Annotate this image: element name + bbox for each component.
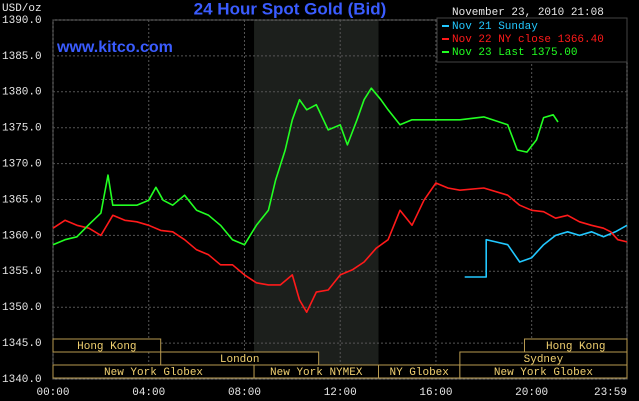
plot-underlay (52, 19, 628, 380)
y-tick-label: 1340.0 (2, 374, 42, 386)
y-tick-label: 1370.0 (2, 159, 42, 171)
y-tick-label: 1345.0 (2, 338, 42, 350)
y-tick-label: 1390.0 (2, 15, 42, 27)
x-tick-label: 04:00 (132, 387, 165, 399)
shaded-region (254, 20, 379, 379)
y-tick-label: 1350.0 (2, 302, 42, 314)
x-tick-label: 00:00 (36, 387, 69, 399)
timestamp: November 23, 2010 21:08 (452, 7, 604, 19)
x-tick-label: 08:00 (228, 387, 261, 399)
x-tick-label: 16:00 (419, 387, 452, 399)
legend-label: Nov 21 Sunday (452, 21, 538, 33)
session-label: Hong Kong (77, 341, 136, 353)
x-tick-label: 20:00 (515, 387, 548, 399)
session-bar (52, 338, 162, 353)
chart-title: 24 Hour Spot Gold (Bid) (194, 0, 387, 18)
y-tick-label: 1355.0 (2, 266, 42, 278)
session-label: NY Globex (389, 367, 449, 379)
session-label: Hong Kong (546, 341, 605, 353)
unit-label: USD/oz (2, 3, 42, 15)
y-tick-label: 1385.0 (2, 51, 42, 63)
source-label: www.kitco.com (56, 39, 173, 56)
y-tick-label: 1375.0 (2, 123, 42, 135)
session-label: Sydney (524, 354, 564, 366)
session-label: New York Globex (494, 367, 593, 379)
legend-box (436, 17, 628, 63)
legend-label: Nov 23 Last 1375.00 (452, 47, 577, 59)
y-tick-label: 1365.0 (2, 194, 42, 206)
y-tick-label: 1380.0 (2, 87, 42, 99)
series-line (52, 182, 628, 313)
session-label: London (220, 354, 260, 366)
session-label: New York NYMEX (270, 367, 363, 379)
y-tick-label: 1360.0 (2, 230, 42, 242)
series-line (52, 87, 559, 246)
session-label: New York Globex (104, 367, 203, 379)
x-tick-label: 23:59 (594, 387, 627, 399)
session-bar (459, 364, 628, 379)
series-line (464, 224, 628, 278)
x-tick-label: 12:00 (324, 387, 357, 399)
legend-label: Nov 22 NY close 1366.40 (452, 34, 604, 46)
